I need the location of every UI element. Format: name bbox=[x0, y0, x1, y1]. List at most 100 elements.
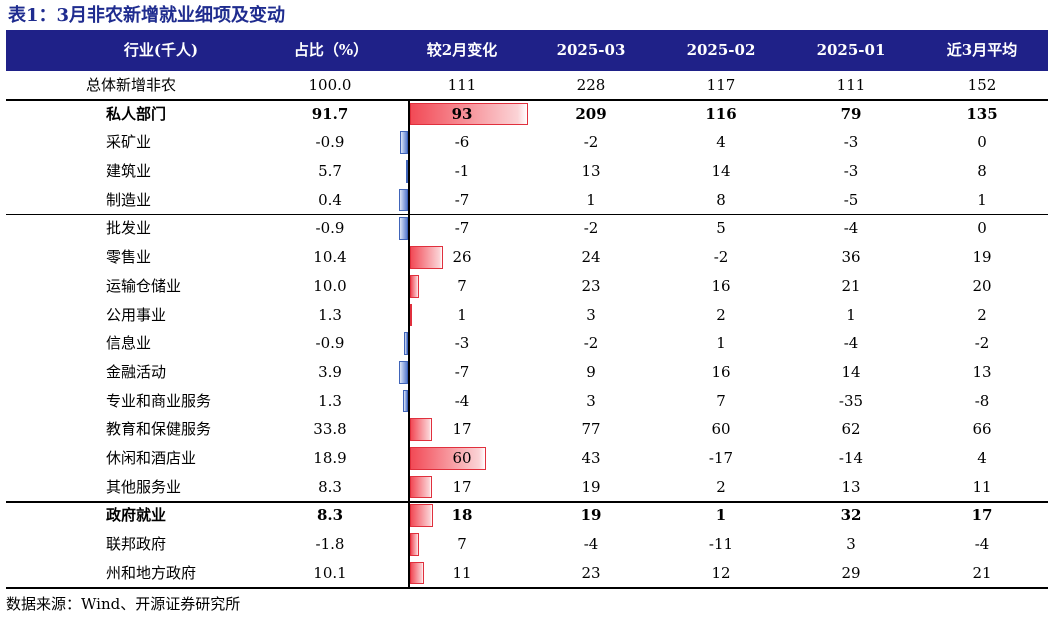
change-bar bbox=[400, 131, 408, 155]
change-bar bbox=[410, 475, 432, 499]
cell-m01: -5 bbox=[843, 190, 859, 209]
row-label: 州和地方政府 bbox=[106, 563, 197, 582]
cell-change: -7 bbox=[454, 362, 470, 381]
cell-m02: -11 bbox=[708, 535, 734, 553]
cell-m02: 60 bbox=[711, 420, 731, 439]
cell-change: 7 bbox=[457, 276, 467, 295]
row-label: 其他服务业 bbox=[106, 477, 182, 496]
row-label: 信息业 bbox=[106, 334, 152, 353]
cell-m03: 23 bbox=[581, 276, 601, 295]
table-row: 休闲和酒店业 18.9 60 43 -17 -14 4 bbox=[6, 444, 1048, 473]
table-header: 行业(千人) 占比（%） 较2月变化 2025-03 2025-02 2025-01 近3月… bbox=[6, 30, 1048, 71]
table-row: 其他服务业 8.3 17 19 2 13 11 bbox=[6, 473, 1048, 502]
row-label: 私人部门 bbox=[106, 104, 167, 123]
cell-change: 26 bbox=[452, 248, 472, 267]
cell-share: 10.0 bbox=[313, 276, 347, 295]
cell-m01: 14 bbox=[841, 362, 861, 381]
cell-m03: 19 bbox=[581, 477, 601, 496]
change-bar bbox=[410, 504, 433, 527]
cell-m02: 4 bbox=[716, 133, 726, 152]
change-bar bbox=[410, 418, 432, 441]
cell-m03: 24 bbox=[581, 248, 601, 267]
cell-m01: 79 bbox=[840, 104, 862, 123]
table-row: 零售业 10.4 26 24 -2 36 19 bbox=[6, 243, 1048, 272]
row-label: 制造业 bbox=[106, 190, 152, 209]
cell-m02: 8 bbox=[716, 190, 726, 209]
change-bar bbox=[410, 102, 528, 126]
change-bar bbox=[410, 561, 424, 585]
cell-avg3: 17 bbox=[971, 506, 993, 525]
cell-m02: 1 bbox=[716, 334, 726, 353]
table-row: 专业和商业服务 1.3 -4 3 7 -35 -8 bbox=[6, 387, 1048, 416]
table-title: 表1：3月非农新增就业细项及变动 bbox=[8, 5, 286, 26]
cell-m01: 29 bbox=[841, 563, 861, 582]
cell-m03: 77 bbox=[581, 420, 601, 439]
cell-share: -0.9 bbox=[315, 219, 345, 238]
cell-m02: 117 bbox=[706, 76, 736, 94]
change-bar bbox=[399, 217, 408, 241]
change-bar bbox=[402, 389, 408, 413]
table-row: 批发业 -0.9 -7 -2 5 -4 0 bbox=[6, 214, 1048, 243]
cell-m02: 2 bbox=[716, 477, 726, 496]
table-row: 教育和保健服务 33.8 17 77 60 62 66 bbox=[6, 415, 1048, 444]
cell-avg3: 13 bbox=[972, 362, 992, 381]
table-row: 州和地方政府 10.1 11 23 12 29 21 bbox=[6, 559, 1048, 588]
cell-share: 5.7 bbox=[318, 162, 342, 181]
cell-m03: -4 bbox=[583, 535, 599, 553]
table-row: 建筑业 5.7 -1 13 14 -3 8 bbox=[6, 157, 1048, 186]
cell-change: -4 bbox=[454, 391, 470, 410]
cell-change: 93 bbox=[451, 104, 473, 123]
cell-avg3: 4 bbox=[977, 448, 987, 467]
table-row: 公用事业 1.3 1 3 2 1 2 bbox=[6, 301, 1048, 330]
cell-m02: -17 bbox=[708, 448, 734, 467]
cell-avg3: 0 bbox=[977, 133, 987, 152]
header-2025-02: 2025-02 bbox=[686, 41, 756, 59]
cell-avg3: -8 bbox=[974, 391, 990, 410]
cell-m03: 3 bbox=[586, 391, 596, 410]
table-row: 金融活动 3.9 -7 9 16 14 13 bbox=[6, 358, 1048, 387]
cell-m03: 19 bbox=[580, 506, 602, 525]
row-label: 零售业 bbox=[106, 248, 152, 267]
cell-share: 1.3 bbox=[318, 305, 342, 324]
row-label: 休闲和酒店业 bbox=[106, 448, 197, 467]
rule-after-total bbox=[6, 99, 1048, 101]
cell-avg3: 8 bbox=[977, 162, 987, 181]
cell-share: 0.4 bbox=[318, 190, 342, 209]
cell-avg3: 20 bbox=[972, 276, 992, 295]
cell-share: 8.3 bbox=[318, 477, 342, 496]
nonfarm-table: 行业(千人) 占比（%） 较2月变化 2025-03 2025-02 2025-01 近3月… bbox=[6, 30, 1048, 589]
cell-m02: 5 bbox=[716, 219, 726, 238]
cell-share: -1.8 bbox=[315, 535, 345, 553]
row-label: 公用事业 bbox=[106, 305, 167, 324]
cell-m02: 2 bbox=[716, 305, 726, 324]
row-label: 运输仓储业 bbox=[106, 276, 182, 295]
cell-avg3: -4 bbox=[974, 535, 990, 553]
change-bar bbox=[410, 446, 487, 470]
header-share: 占比（%） bbox=[293, 41, 369, 59]
cell-m02: 12 bbox=[711, 563, 731, 582]
cell-m02: 1 bbox=[715, 506, 727, 525]
change-bar bbox=[404, 332, 408, 355]
table-row: 运输仓储业 10.0 7 23 16 21 20 bbox=[6, 272, 1048, 301]
cell-change: -3 bbox=[454, 334, 470, 353]
cell-m03: 228 bbox=[576, 76, 606, 94]
row-label: 专业和商业服务 bbox=[106, 391, 212, 410]
change-bar bbox=[410, 303, 412, 327]
cell-share: 18.9 bbox=[313, 448, 347, 467]
cell-m03: -2 bbox=[583, 219, 599, 238]
cell-change: 60 bbox=[452, 448, 472, 467]
cell-m01: 36 bbox=[841, 248, 861, 267]
header-industry: 行业(千人) bbox=[123, 41, 199, 59]
cell-change: 11 bbox=[452, 563, 472, 582]
table-row: 采矿业 -0.9 -6 -2 4 -3 0 bbox=[6, 128, 1048, 157]
header-2025-03: 2025-03 bbox=[556, 41, 626, 59]
cell-share: 3.9 bbox=[318, 362, 342, 381]
table-row: 私人部门 91.7 93 209 116 79 135 bbox=[6, 100, 1048, 129]
cell-m01: -35 bbox=[838, 391, 864, 410]
cell-change: 17 bbox=[452, 477, 472, 496]
header-3m-avg: 近3月平均 bbox=[946, 41, 1018, 59]
cell-share: 1.3 bbox=[318, 391, 342, 410]
cell-avg3: 21 bbox=[972, 563, 992, 582]
cell-change: -7 bbox=[454, 219, 470, 238]
table-row: 信息业 -0.9 -3 -2 1 -4 -2 bbox=[6, 329, 1048, 358]
